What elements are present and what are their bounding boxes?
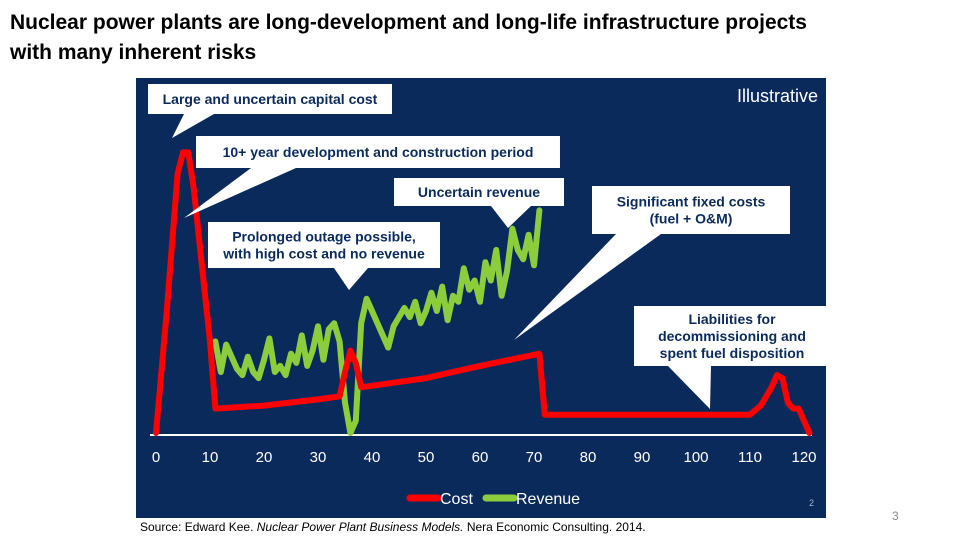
x-tick-label: 90: [634, 449, 651, 466]
callout-box: [592, 186, 790, 234]
callout-development-period: 10+ year development and construction pe…: [184, 136, 560, 218]
callout-text: Large and uncertain capital cost: [163, 91, 378, 107]
source-prefix: Source: Edward Kee.: [140, 520, 257, 534]
callout-fixed-costs: Significant fixed costs(fuel + O&M): [514, 186, 790, 340]
x-tick-label: 50: [418, 449, 435, 466]
x-tick-label: 10: [202, 449, 219, 466]
series-line-revenue: [212, 207, 543, 436]
callout-text: spent fuel disposition: [660, 345, 805, 361]
callout-box: [394, 178, 564, 206]
legend: Cost Revenue: [406, 491, 580, 508]
slide-title-line-2: with many inherent risks: [10, 41, 257, 64]
x-tick-label: 20: [256, 449, 273, 466]
callout-text: 10+ year development and construction pe…: [223, 144, 534, 160]
source-suffix: Nera Economic Consulting. 2014.: [463, 520, 646, 534]
page-number: 3: [892, 509, 899, 523]
callout-text: Significant fixed costs: [617, 194, 766, 210]
callout-uncertain-revenue: Uncertain revenue: [394, 178, 564, 228]
slide-title-line-1: Nuclear power plants are long-developmen…: [10, 11, 807, 34]
callout-text: (fuel + O&M): [650, 211, 733, 227]
callout-text: decommissioning and: [658, 328, 806, 344]
annotation-callouts: Large and uncertain capital cost 10+ year…: [148, 84, 826, 409]
x-axis-ticks: 0 10 20 30 40 50 60 70 80 90 100 110 120: [152, 449, 817, 466]
x-tick-label: 120: [791, 449, 816, 466]
callout-pointer: [334, 268, 368, 290]
legend-label-revenue: Revenue: [516, 491, 580, 508]
callout-box: [196, 136, 560, 168]
callout-pointer: [184, 168, 296, 218]
callout-prolonged-outage: Prolonged outage possible,with high cost…: [208, 222, 440, 290]
callout-text: with high cost and no revenue: [222, 246, 425, 262]
series-line-cost: [153, 149, 813, 436]
callout-pointer: [172, 114, 214, 138]
x-tick-label: 30: [310, 449, 327, 466]
chart-panel: 0 10 20 30 40 50 60 70 80 90 100 110 120 Large and u…: [136, 78, 826, 518]
series-lines: [153, 149, 813, 436]
source-title: Nuclear Power Plant Business Models.: [256, 520, 464, 534]
callout-box: [634, 306, 826, 366]
callout-text: Liabilities for: [688, 311, 776, 327]
x-tick-label: 110: [738, 449, 762, 466]
slide-title: Nuclear power plants are long-developmen…: [10, 8, 950, 68]
x-tick-label: 80: [580, 449, 597, 466]
callout-capital-cost: Large and uncertain capital cost: [148, 84, 392, 138]
callout-box: [148, 84, 392, 114]
callout-pointer: [491, 206, 531, 228]
x-tick-label: 100: [683, 449, 708, 466]
x-tick-label: 70: [526, 449, 543, 466]
x-tick-label: 40: [364, 449, 381, 466]
x-tick-label: 0: [152, 449, 160, 466]
x-tick-label: 60: [472, 449, 489, 466]
callout-pointer: [514, 234, 661, 340]
callout-box: [208, 222, 440, 268]
chart-svg: 0 10 20 30 40 50 60 70 80 90 100 110 120 Large and u…: [136, 78, 826, 518]
panel-footnote: 2: [809, 498, 814, 508]
callout-text: Prolonged outage possible,: [232, 229, 416, 245]
callout-text: Uncertain revenue: [418, 184, 540, 200]
legend-label-cost: Cost: [440, 491, 473, 508]
callout-pointer: [668, 366, 711, 409]
source-citation: Source: Edward Kee. Nuclear Power Plant …: [140, 520, 840, 534]
illustrative-tag: Illustrative: [737, 86, 818, 106]
